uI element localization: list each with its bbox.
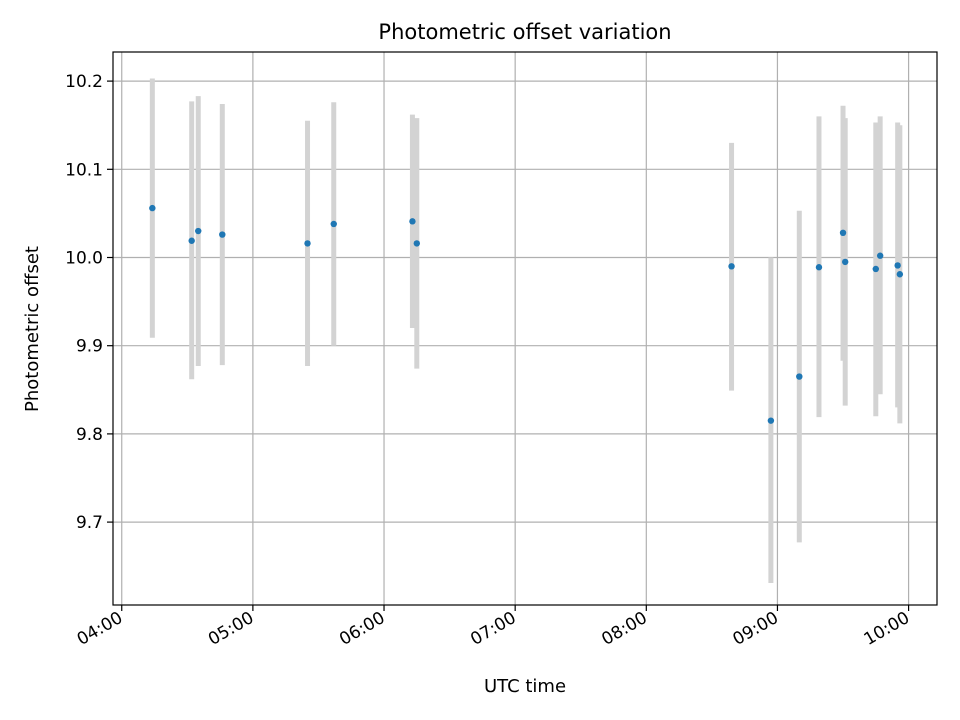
data-point (842, 258, 849, 266)
y-tick-label: 10.0 (65, 249, 103, 269)
data-point (149, 204, 156, 212)
y-tick-label: 10.2 (65, 72, 103, 92)
data-point (728, 263, 735, 270)
data-point (304, 240, 311, 247)
data-point (896, 271, 904, 278)
data-point (409, 218, 416, 225)
x-axis-label: UTC time (484, 676, 566, 697)
data-point (219, 231, 226, 238)
chart-title: Photometric offset variation (378, 20, 671, 44)
data-point (839, 229, 847, 237)
data-point (195, 227, 202, 235)
data-points (149, 204, 904, 424)
y-tick-label: 9.9 (76, 337, 103, 357)
data-point (330, 220, 337, 228)
data-point (796, 373, 803, 380)
data-point (876, 252, 884, 259)
data-point (767, 417, 775, 424)
data-point (872, 265, 880, 273)
data-point (188, 237, 195, 244)
y-tick-label: 9.7 (76, 513, 103, 533)
data-point (894, 262, 901, 269)
data-point (413, 240, 421, 247)
plot-frame (112, 51, 938, 606)
y-axis-ticks: 9.7 9.8 9.9 10.0 10.1 10.2 (65, 72, 113, 533)
y-tick-label: 9.8 (76, 425, 103, 445)
y-tick-label: 10.1 (65, 160, 103, 180)
data-point (815, 264, 823, 271)
y-axis-label: Photometric offset (22, 246, 43, 412)
